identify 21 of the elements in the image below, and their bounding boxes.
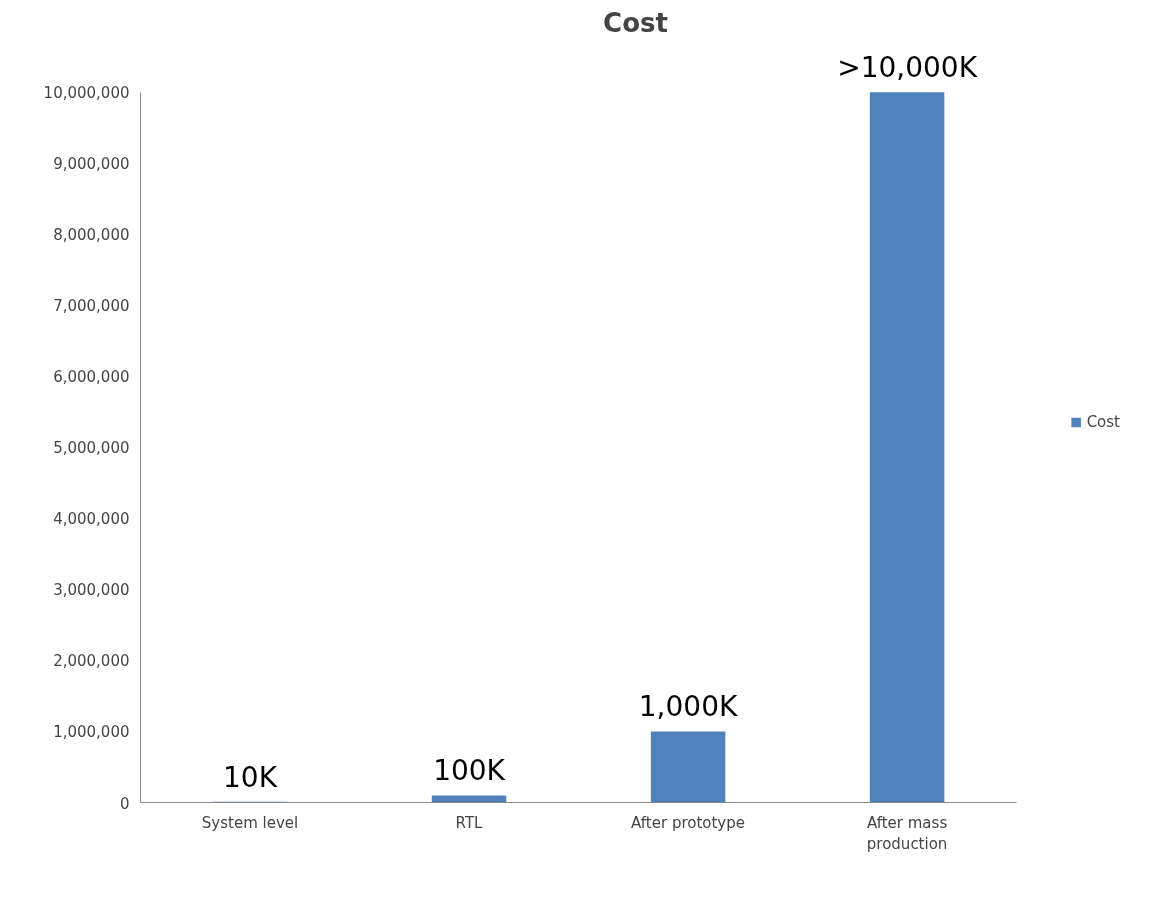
legend-label: Cost (1086, 413, 1120, 431)
x-tick-label: After prototype (631, 813, 746, 832)
y-tick-label: 2,000,000 (53, 652, 130, 671)
y-tick-label: 7,000,000 (53, 297, 130, 316)
data-label: 10K (223, 760, 278, 794)
data-label: 1,000K (638, 690, 738, 724)
data-label: 100K (433, 754, 506, 788)
y-tick-label: 10,000,000 (43, 84, 130, 103)
y-tick-label: 9,000,000 (53, 155, 130, 174)
y-tick-label: 4,000,000 (53, 510, 130, 529)
chart-title: Cost (603, 7, 668, 38)
y-tick-label: 0 (119, 794, 130, 813)
y-tick-label: 8,000,000 (53, 226, 130, 245)
x-tick-label: System level (201, 813, 299, 832)
x-tick-label: After mass production (866, 813, 948, 854)
y-tick-label: 6,000,000 (53, 368, 130, 387)
x-tick-label: RTL (455, 813, 484, 832)
y-tick-label: 3,000,000 (53, 581, 130, 600)
y-tick-label: 1,000,000 (53, 723, 130, 742)
y-tick-label: 5,000,000 (53, 439, 130, 458)
data-label: >10,000K (837, 51, 978, 85)
